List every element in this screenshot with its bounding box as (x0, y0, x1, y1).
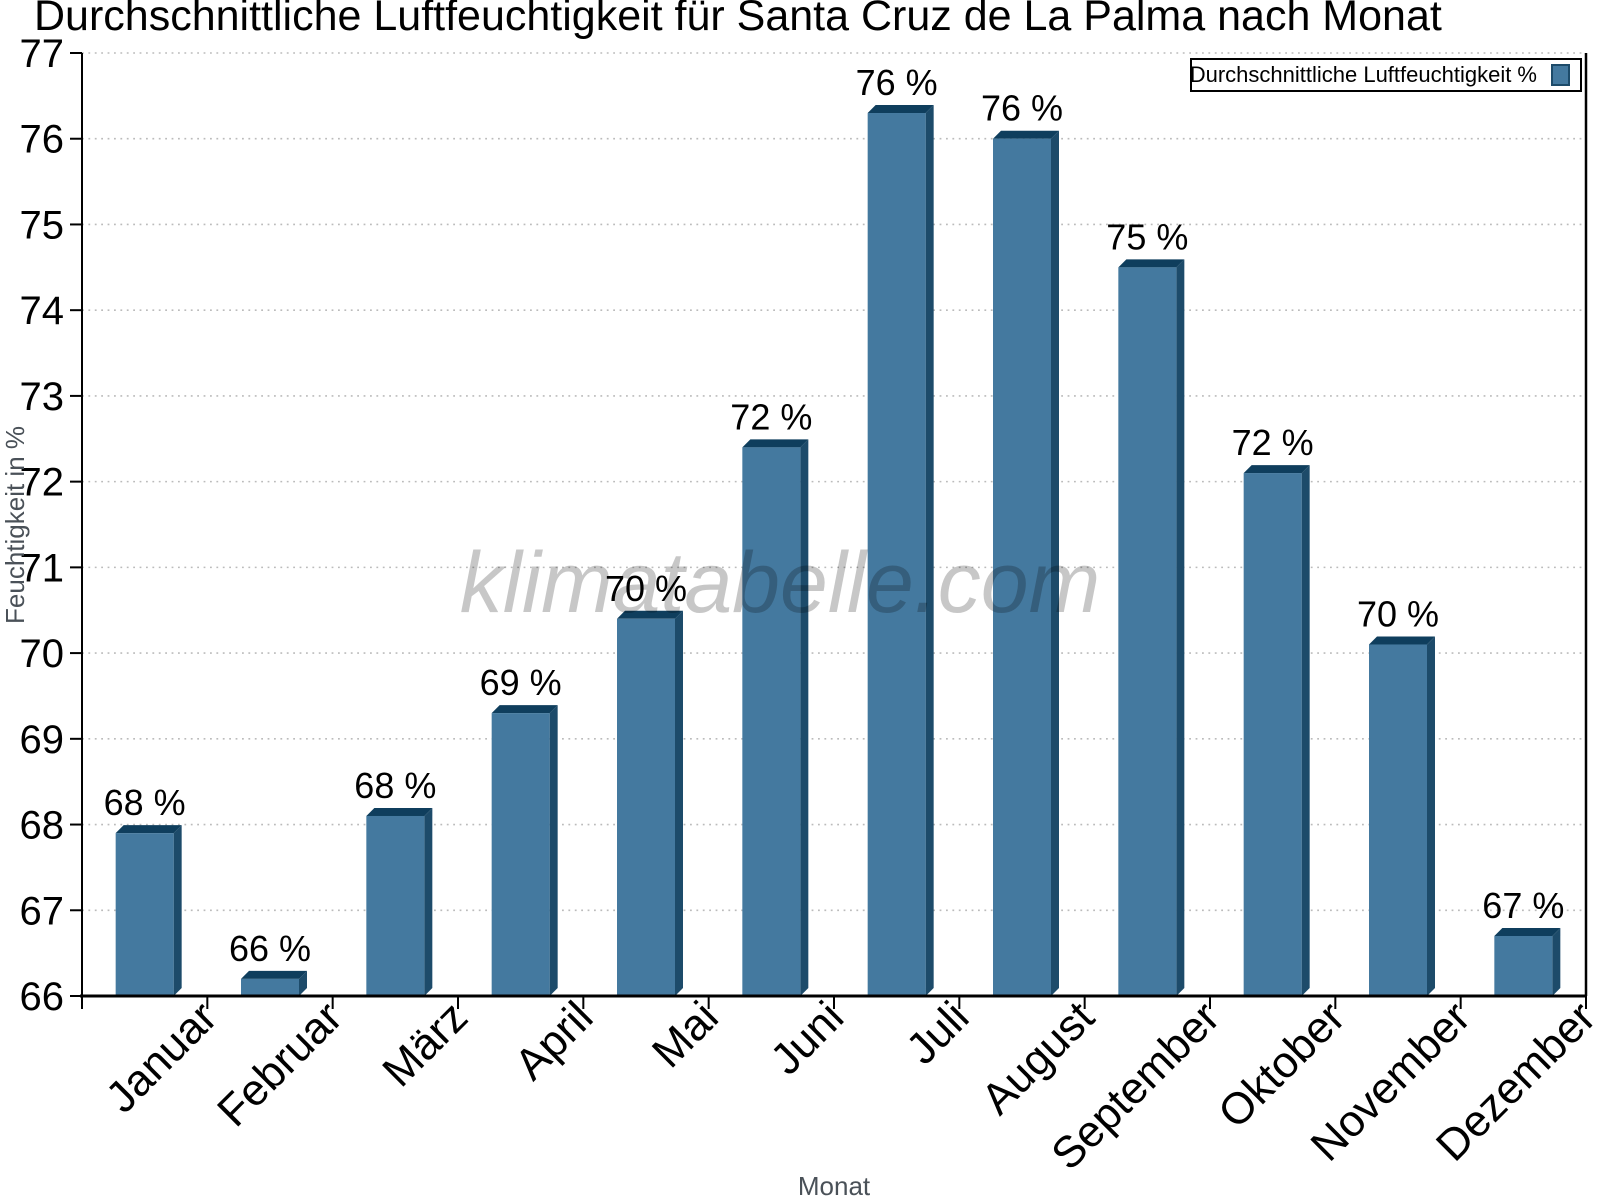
x-axis-title: Monat (798, 1171, 871, 1200)
legend-swatch-icon (1551, 64, 1570, 86)
bar-side-bevel (1176, 259, 1185, 996)
x-tick-label: Juli (897, 992, 978, 1073)
bar-side-bevel (424, 807, 433, 996)
bar-september (1118, 267, 1177, 996)
y-tick-label: 70 (20, 632, 65, 676)
bar-oktober (1243, 473, 1302, 997)
bar-top-bevel (1243, 465, 1310, 474)
x-tick-label: Januar (97, 992, 227, 1122)
bar-side-bevel (675, 610, 683, 996)
bar-februar (241, 978, 299, 996)
y-axis-title: Feuchtigkeit in % (0, 426, 30, 624)
x-tick-label: Mai (643, 992, 728, 1077)
bar-value-label: 76 % (856, 62, 938, 103)
chart-title: Durchschnittliche Luftfeuchtigkeit für S… (34, 0, 1442, 40)
bar-value-label: 75 % (1106, 216, 1188, 257)
y-tick-label: 67 (20, 889, 65, 933)
bar-dezember (1494, 935, 1553, 996)
bar-value-label: 72 % (1232, 422, 1314, 463)
y-tick-label: 75 (20, 203, 65, 247)
bar-side-bevel (549, 705, 558, 996)
watermark: klimatabelle.com (460, 535, 1100, 631)
x-tick-label: Juni (761, 992, 853, 1084)
bar-top-bevel (1118, 259, 1185, 268)
bar-side-bevel (925, 105, 934, 996)
y-tick-label: 66 (20, 975, 65, 1019)
y-tick-label: 74 (20, 289, 65, 333)
x-tick-label: März (373, 992, 477, 1096)
y-tick-label: 68 (20, 804, 65, 848)
bar-side-bevel (173, 825, 182, 996)
bar-juli (867, 113, 926, 996)
bar-side-bevel (1427, 636, 1435, 996)
bar-top-bevel (617, 610, 683, 619)
bar-top-bevel (1494, 927, 1561, 936)
bar-value-label: 70 % (605, 568, 687, 609)
bar-top-bevel (1369, 636, 1435, 645)
y-tick-label: 76 (20, 118, 65, 162)
bar-januar (115, 833, 174, 996)
bar-value-label: 66 % (229, 928, 311, 969)
bar-august (993, 138, 1051, 996)
bar-mai (617, 618, 675, 996)
bar-value-label: 68 % (354, 765, 436, 806)
bar-value-label: 76 % (981, 88, 1063, 129)
bar-top-bevel (867, 105, 934, 114)
bar-side-bevel (1301, 465, 1310, 997)
bar-side-bevel (800, 439, 809, 996)
y-tick-label: 72 (20, 461, 65, 505)
x-tick-label: April (506, 992, 603, 1089)
bar-value-label: 72 % (730, 396, 812, 437)
bar-april (491, 713, 550, 996)
legend-label: Durchschnittliche Luftfeuchtigkeit % (1189, 62, 1537, 87)
bar-value-label: 68 % (104, 782, 186, 823)
bar-value-label: 67 % (1482, 885, 1564, 926)
bar-top-bevel (241, 970, 307, 979)
bar-juni (742, 447, 801, 996)
bar-top-bevel (742, 439, 809, 448)
bar-top-bevel (491, 705, 558, 714)
bar-top-bevel (993, 130, 1059, 139)
legend: Durchschnittliche Luftfeuchtigkeit % (1190, 58, 1582, 92)
bar-side-bevel (1051, 130, 1059, 996)
bar-top-bevel (115, 825, 182, 834)
bar-märz (366, 815, 425, 996)
bar-top-bevel (366, 807, 433, 816)
bar-side-bevel (1552, 927, 1561, 996)
bar-side-bevel (299, 970, 307, 996)
x-tick-label: Februar (208, 992, 352, 1136)
bar-november (1369, 644, 1427, 996)
bar-value-label: 69 % (480, 662, 562, 703)
y-tick-label: 77 (20, 32, 65, 76)
y-tick-label: 71 (20, 546, 65, 590)
y-tick-label: 73 (20, 375, 65, 419)
bar-value-label: 70 % (1357, 594, 1439, 635)
y-tick-label: 69 (20, 718, 65, 762)
